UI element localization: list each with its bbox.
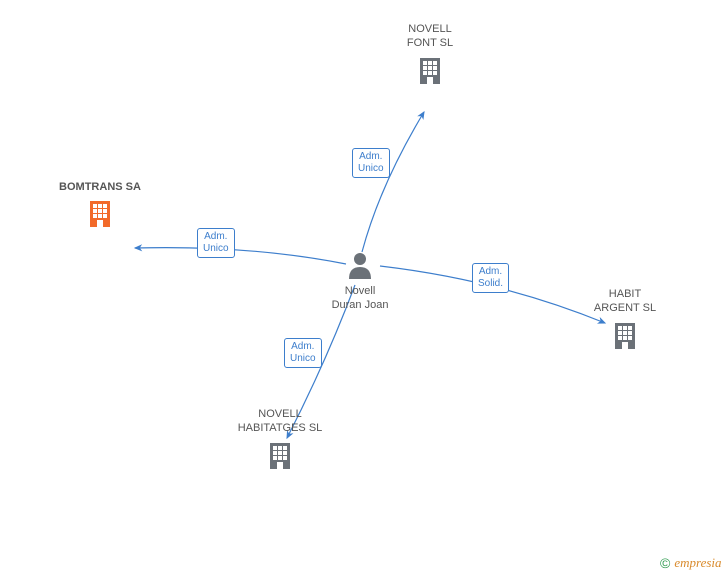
edge-label: Adm.Solid. — [472, 263, 509, 293]
edge-label-line2: Solid. — [478, 278, 503, 289]
edge-label: Adm.Unico — [197, 228, 235, 258]
company-label: HABIT ARGENT SL — [570, 287, 680, 316]
watermark-brand: empresia — [674, 555, 721, 571]
company-label-line2: HABITATGES SL — [238, 422, 323, 434]
edge-path — [362, 112, 424, 252]
company-node-habit_argent: HABIT ARGENT SL — [570, 287, 680, 356]
building-icon — [609, 319, 641, 351]
edge-label-line2: Unico — [290, 353, 316, 364]
person-icon — [347, 251, 373, 279]
company-node-novell_habitatges: NOVELL HABITATGES SL — [225, 407, 335, 476]
center-label-line2: Duran Joan — [332, 299, 389, 311]
copyright-symbol: © — [660, 555, 670, 571]
edge-label-line2: Unico — [203, 243, 229, 254]
company-label: BOMTRANS SA — [45, 180, 155, 194]
edge-label-line1: Adm. — [479, 266, 502, 277]
edge-label-line1: Adm. — [204, 231, 227, 242]
center-person-node: Novell Duran Joan — [320, 251, 400, 313]
building-icon-wrap — [225, 439, 335, 476]
edge-path — [135, 248, 346, 264]
company-node-novell_font: NOVELL FONT SL — [375, 22, 485, 91]
company-label-line1: NOVELL — [408, 23, 451, 35]
company-label-line1: NOVELL — [258, 408, 301, 420]
building-icon — [84, 197, 116, 229]
company-label-line2: ARGENT SL — [594, 302, 656, 314]
building-icon-wrap — [375, 54, 485, 91]
building-icon — [414, 54, 446, 86]
building-icon-wrap — [570, 319, 680, 356]
edge-label-line2: Unico — [358, 163, 384, 174]
company-label: NOVELL HABITATGES SL — [225, 407, 335, 436]
company-label-line1: HABIT — [609, 288, 641, 300]
diagram-canvas: Novell Duran Joan NOVELL FONT SL BOMTRAN… — [0, 0, 728, 575]
watermark: © empresia — [660, 555, 722, 571]
person-icon-wrap — [320, 251, 400, 284]
edge-label-line1: Adm. — [359, 151, 382, 162]
company-label-line1: BOMTRANS SA — [59, 181, 141, 193]
edge-label-line1: Adm. — [291, 341, 314, 352]
center-label: Novell Duran Joan — [320, 284, 400, 313]
company-label: NOVELL FONT SL — [375, 22, 485, 51]
company-node-bomtrans: BOMTRANS SA — [45, 180, 155, 234]
building-icon — [264, 439, 296, 471]
center-label-line1: Novell — [345, 285, 376, 297]
brand-rest: mpresia — [680, 555, 721, 570]
building-icon-wrap — [45, 197, 155, 234]
edge-label: Adm.Unico — [352, 148, 390, 178]
edge-label: Adm.Unico — [284, 338, 322, 368]
company-label-line2: FONT SL — [407, 37, 453, 49]
